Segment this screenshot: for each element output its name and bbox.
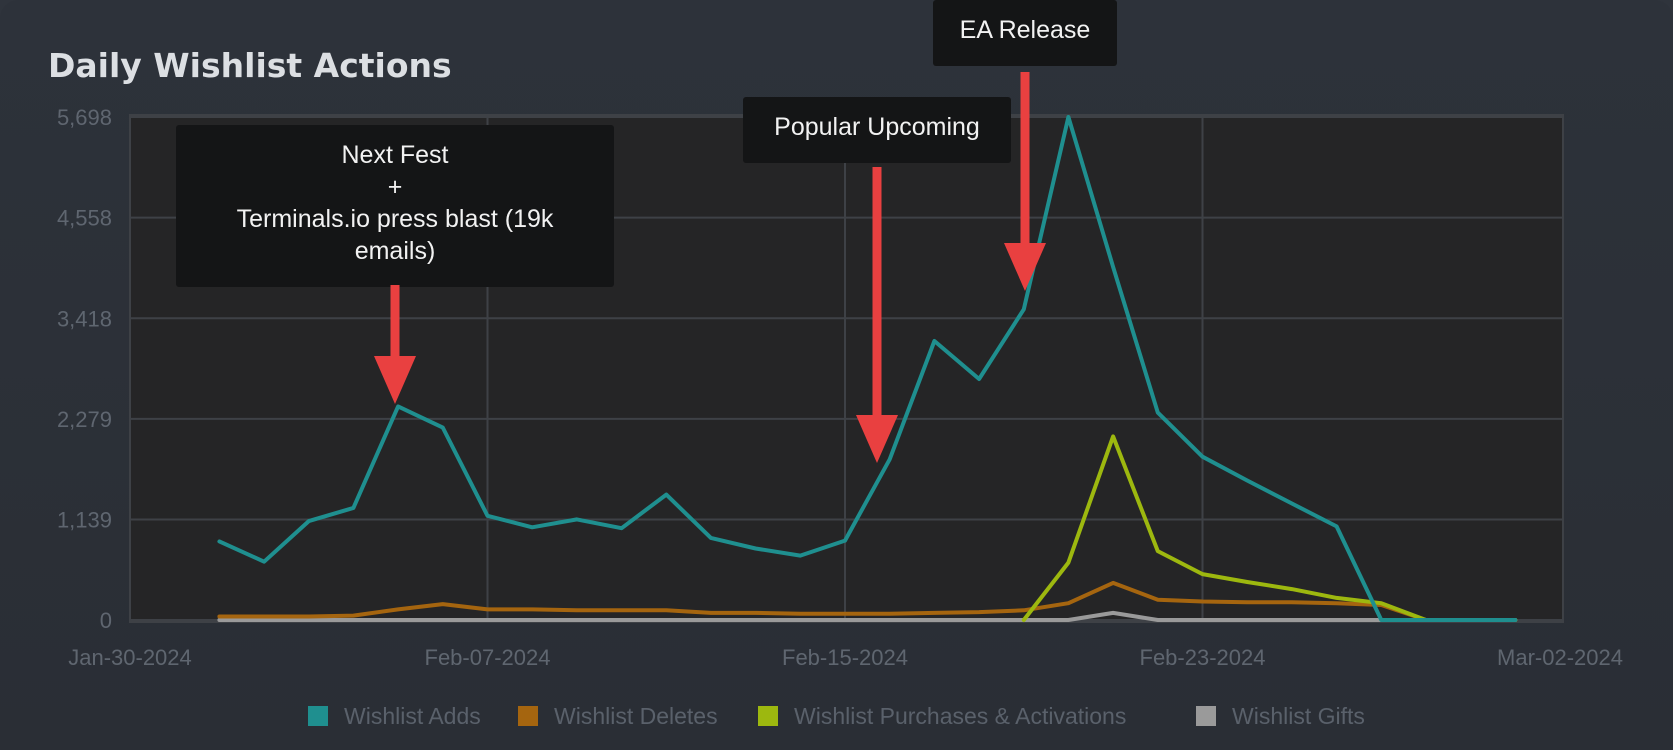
annotation-text: Terminals.io press blast (19k	[237, 205, 554, 233]
annotation-text: emails)	[355, 237, 436, 265]
y-tick-label: 3,418	[57, 306, 112, 331]
legend-label: Wishlist Deletes	[554, 703, 718, 729]
annotation-box	[933, 0, 1117, 66]
annotation-arrow-head	[856, 415, 898, 463]
y-tick-label: 2,279	[57, 407, 112, 432]
x-tick-label: Feb-15-2024	[782, 645, 908, 670]
legend-label: Wishlist Purchases & Activations	[794, 703, 1126, 729]
legend-swatch	[758, 706, 778, 726]
x-tick-label: Feb-23-2024	[1140, 645, 1266, 670]
annotation-text: Next Fest	[342, 141, 449, 169]
x-tick-label: Feb-07-2024	[425, 645, 551, 670]
annotation-box	[743, 97, 1011, 163]
annotation-text: EA Release	[960, 16, 1091, 44]
annotation-text: +	[388, 173, 403, 201]
series-line-wishlist-deletes	[217, 580, 1518, 622]
y-tick-label: 0	[100, 608, 112, 633]
legend-label: Wishlist Gifts	[1232, 703, 1365, 729]
annotation-text: Popular Upcoming	[774, 113, 980, 141]
annotation-box	[176, 125, 614, 287]
chart-title: Daily Wishlist Actions	[48, 46, 452, 85]
series-line-wishlist-adds	[217, 115, 1518, 622]
y-tick-label: 4,558	[57, 206, 112, 231]
y-tick-label: 1,139	[57, 507, 112, 532]
annotation-arrow-head	[374, 356, 416, 404]
legend-swatch	[308, 706, 328, 726]
series-line-wishlist-gifts	[217, 610, 1518, 622]
x-tick-label: Jan-30-2024	[68, 645, 192, 670]
y-tick-label: 5,698	[57, 105, 112, 130]
x-tick-label: Mar-02-2024	[1497, 645, 1623, 670]
legend-swatch	[1196, 706, 1216, 726]
legend-label: Wishlist Adds	[344, 703, 481, 729]
annotation-arrow-head	[1004, 243, 1046, 291]
legend-swatch	[518, 706, 538, 726]
